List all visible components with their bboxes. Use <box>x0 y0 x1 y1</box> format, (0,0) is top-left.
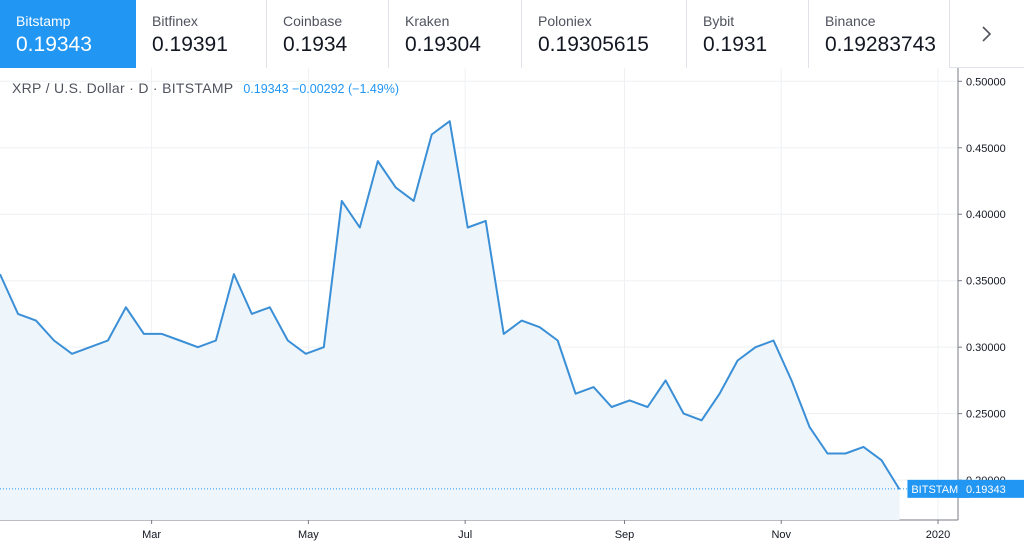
exchange-name: Binance <box>825 13 876 29</box>
chart-canvas[interactable]: 0.200000.250000.300000.350000.400000.450… <box>0 68 1024 551</box>
series-name-label: BITSTAMP <box>911 484 965 496</box>
exchange-price: 0.19304 <box>405 33 481 56</box>
exchange-name: Bitfinex <box>152 13 198 29</box>
y-tick-label: 0.40000 <box>966 209 1006 221</box>
y-tick-label: 0.35000 <box>966 276 1006 288</box>
y-tick-label: 0.45000 <box>966 143 1006 155</box>
x-tick-label: 2020 <box>926 529 950 541</box>
exchange-name: Coinbase <box>283 13 343 29</box>
tabs-next-button[interactable] <box>950 0 1024 67</box>
last-price: 0.19343 <box>243 82 289 96</box>
series-name-label-bg <box>907 479 970 498</box>
series-area <box>0 121 900 520</box>
last-price-quote: 0.19343 −0.00292 (−1.49%) <box>243 82 399 96</box>
price-change-percent: (−1.49%) <box>347 82 400 96</box>
exchange-tab-bitfinex[interactable]: Bitfinex 0.19391 <box>136 0 267 68</box>
exchange-name: Kraken <box>405 13 450 29</box>
exchange-tabs: Bitstamp 0.19343 Bitfinex 0.19391 Coinbase 0.… <box>0 0 1024 68</box>
exchange-tab-coinbase[interactable]: Coinbase 0.1934 <box>267 0 389 68</box>
exchange-price: 0.1931 <box>703 33 768 56</box>
exchange-tab-bybit[interactable]: Bybit 0.1931 <box>687 0 809 68</box>
x-tick-label: Sep <box>615 529 635 541</box>
price-chart[interactable]: XRP / U.S. Dollar · D · BITSTAMP 0.19343… <box>0 68 1024 551</box>
y-tick-label: 0.25000 <box>966 409 1006 421</box>
last-price-axis-label-bg <box>959 479 1024 498</box>
x-tick-label: Jul <box>458 529 472 541</box>
x-tick-label: Mar <box>142 529 161 541</box>
exchange-price: 0.19343 <box>16 33 92 56</box>
exchange-tab-binance[interactable]: Binance 0.19283743 <box>809 0 950 68</box>
y-tick-label: 0.30000 <box>966 342 1006 354</box>
exchange-price: 0.1934 <box>283 33 348 56</box>
exchange-price: 0.19283743 <box>825 33 936 56</box>
last-price-axis-label: 0.19343 <box>966 484 1006 496</box>
series-line <box>0 120 901 490</box>
exchange-name: Bybit <box>703 13 735 29</box>
exchange-price: 0.19391 <box>152 33 228 56</box>
exchange-name: Poloniex <box>538 13 592 29</box>
chart-legend: XRP / U.S. Dollar · D · BITSTAMP 0.19343… <box>12 80 399 96</box>
exchange-name: Bitstamp <box>16 13 71 29</box>
x-tick-label: Nov <box>771 529 791 541</box>
price-change: −0.00292 <box>292 82 345 96</box>
exchange-tab-kraken[interactable]: Kraken 0.19304 <box>389 0 522 68</box>
exchange-tab-poloniex[interactable]: Poloniex 0.19305615 <box>522 0 687 68</box>
exchange-price: 0.19305615 <box>538 33 649 56</box>
y-tick-label: 0.50000 <box>966 76 1006 88</box>
exchange-tab-bitstamp[interactable]: Bitstamp 0.19343 <box>0 0 136 68</box>
chevron-right-icon <box>982 25 992 42</box>
symbol-description: XRP / U.S. Dollar · D · BITSTAMP <box>12 80 234 96</box>
x-tick-label: May <box>298 529 319 541</box>
